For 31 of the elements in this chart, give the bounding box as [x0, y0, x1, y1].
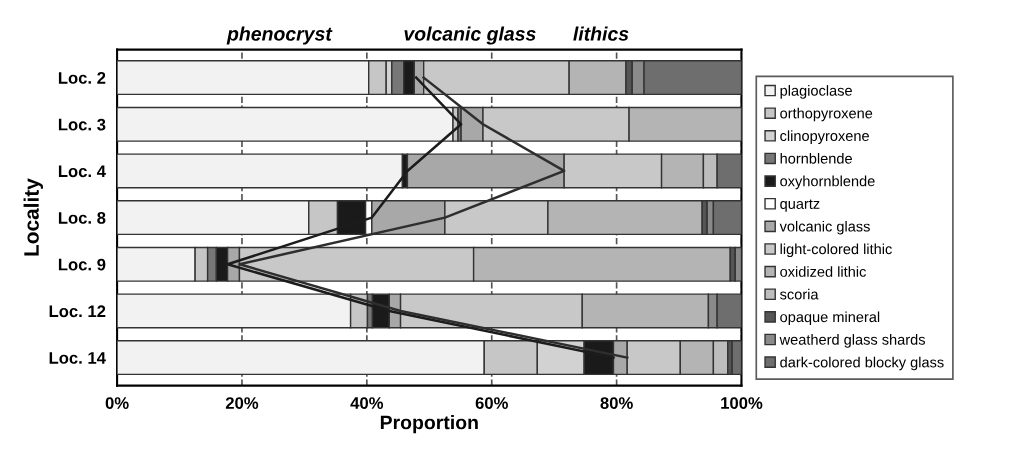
- legend-label: oxidized lithic: [780, 266, 866, 277]
- y-tick-label: Loc. 14: [49, 352, 106, 364]
- x-axis-title: Proportion: [380, 415, 478, 434]
- legend-label: light-colored lithic: [780, 243, 892, 258]
- x-tick-label: 20%: [225, 397, 259, 409]
- legend-label: opaque mineral: [780, 311, 880, 326]
- legend-label: quartz: [780, 199, 820, 212]
- y-tick-label: Loc. 9: [58, 258, 106, 271]
- x-tick-label: 0%: [105, 397, 129, 409]
- legend-label: oxyhornblende: [780, 175, 875, 190]
- y-tick-label: Loc. 12: [49, 305, 106, 318]
- legend-label: weatherd glass shards: [779, 334, 925, 348]
- x-tick-label: 80%: [600, 397, 633, 409]
- legend-label: volcanic glass: [779, 220, 870, 235]
- y-tick-label: Loc. 4: [58, 165, 106, 178]
- x-tick-label: 60%: [475, 397, 508, 409]
- y-tick-label: Loc. 8: [58, 212, 106, 224]
- y-tick-label: Loc. 2: [58, 72, 106, 84]
- text: phenocryst: [226, 26, 333, 45]
- text: volcanic glass: [404, 26, 536, 45]
- legend-label: hornblende: [780, 152, 852, 164]
- y-tick-label: Loc. 3: [58, 118, 106, 131]
- y-axis-title: Locality: [23, 178, 43, 256]
- x-tick-label: 100%: [721, 397, 763, 409]
- legend-label: scoria: [780, 288, 819, 300]
- legend-label: clinopyroxene: [780, 130, 869, 144]
- x-tick-label: 40%: [350, 397, 384, 409]
- text: lithics: [573, 26, 629, 41]
- legend-label: orthopyroxene: [780, 107, 873, 122]
- legend-label: plagioclase: [780, 85, 852, 99]
- legend-label: dark-colored blocky glass: [780, 356, 944, 371]
